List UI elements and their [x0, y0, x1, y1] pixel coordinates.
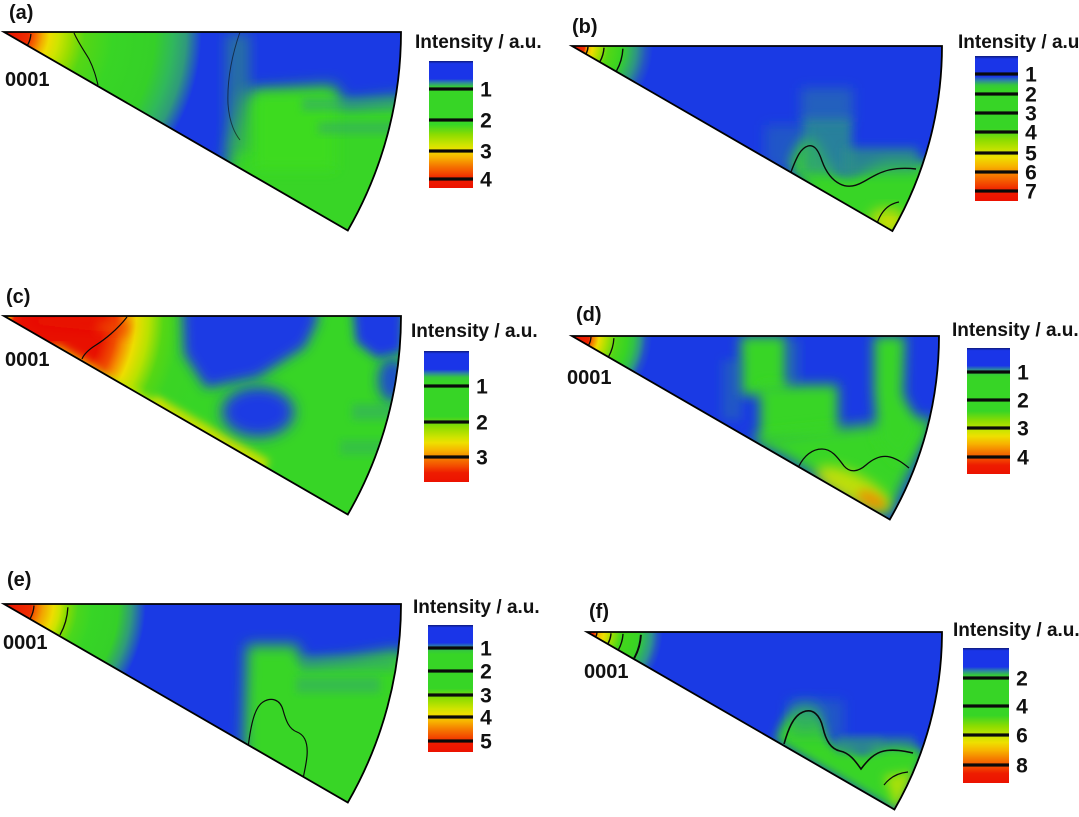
svg-text:2: 2	[480, 110, 492, 133]
svg-text:8: 8	[1016, 755, 1028, 778]
svg-text:Intensity / a.u.: Intensity / a.u.	[953, 620, 1079, 641]
svg-text:Intensity / a.u.: Intensity / a.u.	[411, 321, 538, 342]
svg-text:Intensity / a.u.: Intensity / a.u.	[952, 320, 1079, 341]
svg-text:2: 2	[1016, 668, 1028, 691]
svg-text:0001: 0001	[584, 661, 629, 683]
svg-text:0001: 0001	[567, 367, 612, 389]
svg-text:3: 3	[480, 685, 492, 708]
svg-text:0001: 0001	[3, 632, 48, 654]
svg-text:6: 6	[1025, 162, 1037, 185]
svg-text:(c): (c)	[6, 286, 30, 308]
svg-text:1: 1	[480, 79, 492, 102]
svg-text:0001: 0001	[5, 349, 50, 371]
svg-text:4: 4	[1025, 122, 1037, 145]
svg-text:1: 1	[1017, 362, 1029, 385]
svg-text:(d): (d)	[576, 304, 602, 326]
svg-text:(b): (b)	[572, 16, 598, 38]
svg-text:2: 2	[476, 412, 488, 435]
svg-text:3: 3	[476, 447, 488, 470]
svg-text:Intensity / a.u.: Intensity / a.u.	[958, 32, 1079, 53]
svg-text:(e): (e)	[7, 569, 31, 591]
svg-text:1: 1	[476, 376, 488, 399]
svg-text:1: 1	[1025, 64, 1037, 87]
svg-text:6: 6	[1016, 725, 1028, 748]
svg-text:3: 3	[1017, 418, 1029, 441]
svg-text:5: 5	[480, 731, 492, 754]
svg-text:4: 4	[1017, 447, 1029, 470]
svg-text:1: 1	[480, 638, 492, 661]
svg-text:7: 7	[1025, 181, 1037, 204]
svg-text:2: 2	[1017, 390, 1029, 413]
svg-text:Intensity / a.u.: Intensity / a.u.	[415, 32, 542, 53]
svg-text:4: 4	[480, 169, 492, 192]
svg-text:3: 3	[480, 141, 492, 164]
svg-text:Intensity / a.u.: Intensity / a.u.	[413, 597, 540, 618]
svg-text:4: 4	[480, 707, 492, 730]
svg-text:(f): (f)	[589, 601, 609, 623]
svg-text:3: 3	[1025, 103, 1037, 126]
svg-text:(a): (a)	[9, 2, 33, 24]
svg-text:2: 2	[1025, 84, 1037, 107]
svg-text:4: 4	[1016, 696, 1028, 719]
svg-text:2: 2	[480, 661, 492, 684]
svg-text:5: 5	[1025, 143, 1037, 166]
svg-text:0001: 0001	[5, 69, 50, 91]
